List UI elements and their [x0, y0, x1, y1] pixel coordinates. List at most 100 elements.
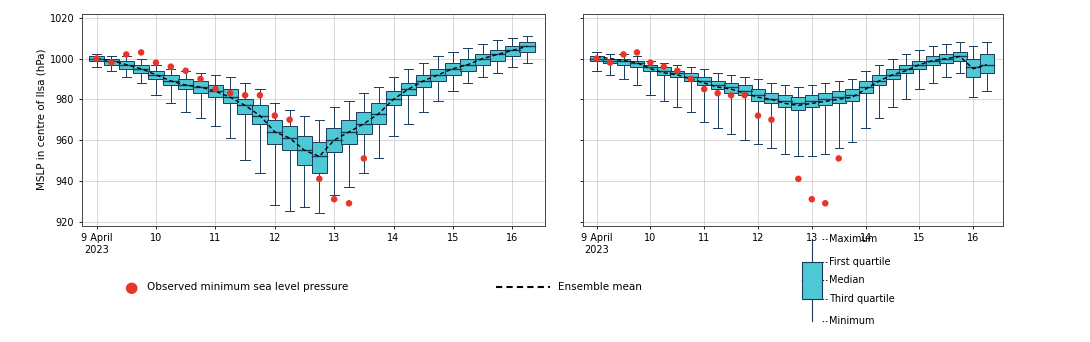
Bar [859, 81, 873, 93]
Point [708, 90, 726, 96]
Bar [804, 95, 819, 107]
Point [340, 200, 358, 206]
Bar [401, 83, 416, 95]
Bar [89, 56, 105, 61]
Bar [603, 58, 617, 63]
Point [281, 117, 299, 122]
Bar [724, 83, 738, 93]
Bar [751, 89, 765, 101]
Point [88, 56, 106, 61]
Bar [222, 89, 238, 103]
Bar [252, 105, 268, 124]
Point [177, 68, 194, 74]
Bar [764, 93, 778, 103]
Point [682, 76, 700, 82]
Bar [104, 58, 119, 65]
Bar [738, 85, 751, 95]
Bar [193, 81, 208, 93]
Bar [431, 69, 446, 81]
Bar [164, 75, 179, 85]
Text: Median: Median [829, 275, 865, 286]
Point [192, 76, 209, 82]
Bar [356, 111, 372, 134]
Text: Maximum: Maximum [829, 234, 877, 245]
Point [749, 113, 766, 118]
Bar [238, 99, 253, 114]
Bar [683, 73, 698, 81]
Bar [885, 69, 899, 79]
Bar [148, 71, 164, 79]
Point [763, 117, 780, 122]
Point [266, 113, 283, 118]
Bar [698, 77, 711, 85]
Bar [312, 142, 327, 173]
Bar [617, 58, 630, 65]
Bar [912, 61, 926, 69]
Bar [371, 103, 387, 124]
Bar [282, 126, 298, 150]
Point [695, 87, 713, 92]
Bar [819, 93, 833, 105]
Point [655, 64, 673, 69]
Point [789, 176, 807, 182]
Bar [475, 54, 490, 65]
Bar [940, 54, 954, 63]
Bar [845, 89, 859, 101]
Point [251, 92, 268, 98]
Point [723, 92, 740, 98]
Bar [415, 75, 431, 87]
Point [311, 176, 328, 182]
Bar [657, 67, 670, 75]
Bar [670, 71, 685, 77]
Text: ●: ● [124, 280, 137, 295]
Bar [505, 46, 520, 56]
Bar [341, 120, 356, 144]
Point [628, 50, 645, 55]
Y-axis label: MSLP in centre of Ilsa (hPa): MSLP in centre of Ilsa (hPa) [37, 49, 47, 190]
Bar [267, 120, 282, 144]
Point [642, 60, 659, 65]
Point [588, 56, 605, 61]
Point [237, 92, 254, 98]
Point [207, 87, 225, 92]
Point [132, 50, 149, 55]
Bar [872, 75, 886, 85]
Text: Ensemble mean: Ensemble mean [558, 282, 642, 292]
Bar [208, 85, 223, 97]
Point [829, 156, 847, 161]
Point [602, 60, 619, 65]
Point [668, 68, 686, 74]
Bar [386, 91, 401, 105]
Bar [630, 61, 644, 67]
Bar [296, 136, 312, 165]
Bar [460, 58, 475, 71]
Text: Observed minimum sea level pressure: Observed minimum sea level pressure [147, 282, 349, 292]
Bar [953, 52, 967, 61]
Bar [590, 56, 604, 61]
Bar [643, 65, 657, 71]
Bar [445, 63, 461, 75]
Point [221, 90, 239, 96]
Bar [925, 56, 940, 65]
Point [102, 60, 120, 65]
Bar [119, 61, 134, 69]
Bar [711, 81, 725, 89]
Point [118, 52, 135, 57]
Bar [778, 95, 792, 107]
Text: First quartile: First quartile [829, 257, 891, 267]
Bar [520, 42, 535, 52]
Point [326, 196, 343, 202]
Point [147, 60, 165, 65]
Point [355, 156, 373, 161]
Point [803, 196, 821, 202]
Bar [832, 91, 846, 103]
Text: Third quartile: Third quartile [829, 294, 895, 304]
Text: Minimum: Minimum [829, 316, 875, 327]
Bar [980, 54, 994, 73]
Bar [178, 79, 193, 89]
Bar [899, 65, 913, 73]
Bar [489, 50, 505, 61]
Bar [133, 65, 149, 73]
Bar [966, 58, 980, 77]
Point [615, 52, 632, 57]
